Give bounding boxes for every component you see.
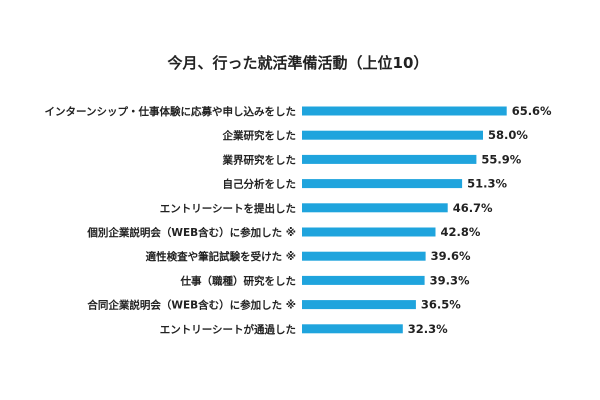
category-label: 企業研究をした <box>222 129 297 142</box>
bar <box>302 203 448 213</box>
bar <box>302 179 463 189</box>
chart-title: 今月、行った就活準備活動（上位10） <box>167 54 429 72</box>
bar <box>302 275 425 285</box>
bar <box>302 324 403 334</box>
value-label: 36.5% <box>421 298 461 312</box>
value-label: 58.0% <box>488 128 528 142</box>
bar <box>302 130 483 140</box>
value-label: 39.6% <box>431 249 471 263</box>
bar <box>302 300 416 310</box>
value-label: 55.9% <box>481 152 521 166</box>
value-label: 39.3% <box>430 273 470 287</box>
category-label: 個別企業説明会（WEB含む）に参加した ※ <box>86 226 296 239</box>
category-label: 適性検査や筆記試験を受けた ※ <box>146 250 296 263</box>
value-label: 65.6% <box>512 104 552 118</box>
category-label: 業界研究をした <box>222 153 297 166</box>
bar <box>302 227 436 237</box>
value-label: 51.3% <box>467 177 507 191</box>
category-label: インターンシップ・仕事体験に応募や申し込みをした <box>45 105 296 118</box>
value-label: 42.8% <box>441 225 481 239</box>
value-label: 32.3% <box>408 322 448 336</box>
bar <box>302 154 477 164</box>
bar <box>302 106 507 116</box>
category-label: 合同企業説明会（WEB含む）に参加した ※ <box>86 299 296 312</box>
value-label: 46.7% <box>453 201 493 215</box>
category-label: エントリーシートを提出した <box>160 202 296 215</box>
category-label: 仕事（職種）研究をした <box>180 274 297 287</box>
category-label: エントリーシートが通過した <box>160 323 296 336</box>
bars-group: インターンシップ・仕事体験に応募や申し込みをした 65.6% 企業研究をした 58.0… <box>45 104 553 336</box>
category-label: 自己分析をした <box>223 178 297 191</box>
bar <box>302 251 426 261</box>
